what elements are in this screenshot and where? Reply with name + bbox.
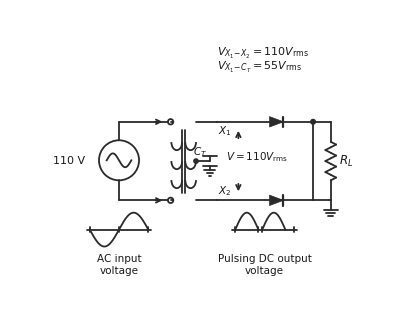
Text: $R_L$: $R_L$ <box>338 154 352 169</box>
Text: $C_T$: $C_T$ <box>192 145 207 159</box>
Text: Pulsing DC output
voltage: Pulsing DC output voltage <box>217 254 311 276</box>
Text: $X_1$: $X_1$ <box>218 124 231 138</box>
Text: $X_2$: $X_2$ <box>218 184 231 198</box>
Circle shape <box>310 119 314 124</box>
Text: $V_{X_1\!-\!C_T} = 55V_{\mathrm{rms}}$: $V_{X_1\!-\!C_T} = 55V_{\mathrm{rms}}$ <box>216 60 301 75</box>
Text: AC input
voltage: AC input voltage <box>97 254 141 276</box>
Text: $V_{X_1\!-\!X_2} = 110V_{\mathrm{rms}}$: $V_{X_1\!-\!X_2} = 110V_{\mathrm{rms}}$ <box>216 46 308 62</box>
Text: 110 V: 110 V <box>53 156 85 166</box>
Polygon shape <box>269 117 283 127</box>
Polygon shape <box>269 195 283 205</box>
Text: $V = 110V_{\mathrm{rms}}$: $V = 110V_{\mathrm{rms}}$ <box>226 150 288 164</box>
Circle shape <box>193 159 198 163</box>
